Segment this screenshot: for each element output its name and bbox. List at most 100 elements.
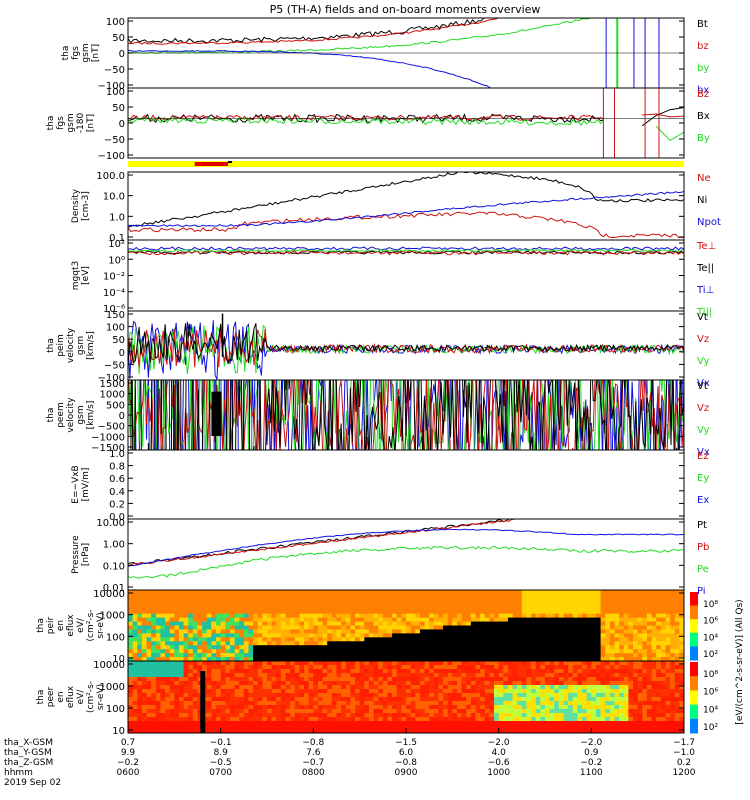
spectrogram-cell — [646, 685, 653, 690]
spectrogram-cell — [364, 633, 370, 638]
spectrogram-cell — [670, 677, 676, 682]
spectrogram-cell — [211, 725, 217, 730]
spectrogram-cell — [646, 609, 653, 615]
spectrogram-cell — [271, 613, 277, 619]
spectrogram-cell — [368, 645, 375, 650]
spectrogram-cell — [540, 590, 546, 595]
colorbar-cell-bottom — [690, 701, 698, 704]
spectrogram-cell — [619, 661, 625, 666]
spectrogram-cell — [183, 661, 189, 666]
spectrogram-cell — [614, 685, 620, 690]
spectrogram-cell — [341, 601, 347, 607]
spectrogram-cell — [146, 729, 152, 733]
spectrogram-cell — [211, 621, 217, 626]
y-axis-label: tha fgs gsm [nT] — [61, 43, 101, 62]
spectrogram-cell — [568, 665, 574, 670]
colorbar-cell-bottom — [690, 679, 698, 683]
spectrogram-cell — [229, 717, 236, 722]
spectrogram-cell — [419, 677, 426, 682]
spectrogram-cell — [141, 633, 148, 638]
spectrogram-cell — [132, 617, 138, 623]
spectrogram-cell — [345, 729, 351, 733]
spectrogram-cell — [290, 601, 296, 607]
spectrogram-cell — [336, 593, 342, 599]
spectrogram-cell — [406, 657, 412, 661]
spectrogram-cell — [322, 613, 328, 619]
spectrogram-cell — [484, 613, 490, 619]
spectrogram-cell — [308, 669, 314, 674]
spectrogram-cell — [313, 601, 319, 607]
spectrogram-cell — [280, 689, 287, 694]
spectrogram-cell — [660, 649, 666, 654]
spectrogram-cell — [220, 705, 226, 710]
spectrogram-cell — [355, 617, 361, 623]
spectrogram-cell — [480, 721, 486, 726]
spectrogram-cell — [192, 729, 198, 733]
spectrogram-cell — [350, 701, 356, 706]
spectrogram-cell — [271, 669, 277, 674]
spectrogram-cell — [554, 661, 560, 666]
spectrogram-cell — [192, 665, 198, 670]
spectrogram-cell — [322, 709, 328, 714]
spectrogram-cell — [558, 721, 565, 726]
spectrogram-cell — [155, 677, 161, 682]
spectrogram-cell — [132, 673, 138, 678]
spectrogram-cell — [577, 725, 583, 730]
spectrogram-cell — [554, 613, 560, 619]
spectrogram-cell — [526, 721, 532, 726]
spectrogram-cell — [359, 637, 365, 642]
spectrogram-cell — [660, 657, 666, 661]
spectrogram-cell — [498, 681, 504, 686]
spectrogram-cell — [373, 669, 379, 674]
spectrogram-cell — [484, 605, 490, 611]
spectrogram-cell — [494, 645, 500, 650]
spectrogram-cell — [600, 669, 606, 674]
spectrogram-cell — [424, 625, 430, 630]
spectrogram-cell — [470, 705, 476, 710]
spectrogram-cell — [656, 609, 662, 615]
spectrogram-cell — [396, 689, 402, 694]
spectrogram-cell — [609, 605, 615, 611]
spectrogram-cell — [248, 641, 254, 646]
spectrogram-cell — [211, 641, 217, 646]
spectrogram-cell — [526, 593, 532, 599]
series-By-late — [655, 125, 684, 142]
spectrogram-cell — [679, 673, 684, 678]
spectrogram-cell — [466, 713, 472, 718]
spectrogram-cell — [141, 689, 148, 694]
spectrogram-cell — [563, 689, 569, 694]
spectrogram-cell — [234, 633, 240, 638]
spectrogram-cell — [660, 621, 666, 626]
spectrogram-cell — [197, 637, 203, 642]
spectrogram-cell — [591, 725, 597, 730]
spectrogram-cell — [345, 689, 351, 694]
spectrogram-cell — [447, 653, 453, 658]
spectrogram-cell — [359, 681, 365, 686]
spectrogram-cell — [225, 661, 231, 666]
spectrogram-cell — [540, 689, 546, 694]
spectrogram-cell — [484, 725, 490, 730]
spectrogram-cell — [216, 689, 222, 694]
y-axis-label-line: fgs — [71, 46, 81, 60]
spectrogram-cell — [410, 649, 416, 654]
spectrogram-cell — [197, 605, 203, 611]
spectrogram-cell — [304, 701, 310, 706]
spectrogram-cell — [558, 601, 565, 607]
spectrogram-cell — [637, 717, 643, 722]
spectrogram-cell — [577, 653, 583, 658]
spectrogram-cell — [558, 637, 565, 642]
spectrogram-cell — [637, 677, 643, 682]
spectrogram-cell — [494, 649, 500, 654]
spectrogram-cell — [299, 605, 305, 611]
spectrogram-cell — [429, 665, 435, 670]
spectrogram-cell — [577, 701, 583, 706]
spectrogram-cell — [637, 613, 643, 619]
y-tick-label: 0.6 — [109, 474, 125, 485]
spectrogram-cell — [517, 693, 523, 698]
x-column-label: 7.6 — [306, 748, 321, 758]
spectrogram-cell — [674, 605, 680, 611]
spectrogram-cell — [498, 725, 504, 730]
spectrogram-cell — [276, 605, 282, 611]
x-row-label: hhmm — [4, 768, 33, 778]
spectrogram-cell — [234, 697, 240, 702]
